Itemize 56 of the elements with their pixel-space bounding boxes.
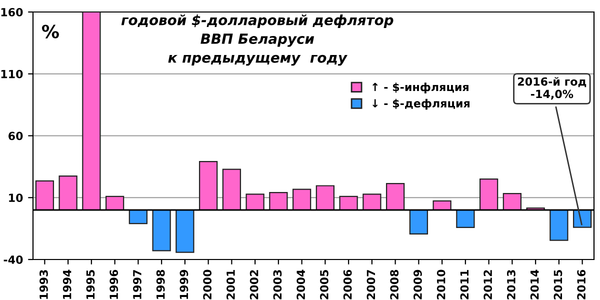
x-tick-label: 2002	[250, 270, 258, 300]
text: годовой $-долларовый дефлятор ВВП Беларуси к предыдущему году	[121, 14, 394, 66]
legend-label: ↓ - $-дефляция	[372, 98, 470, 110]
x-tick-label: 1993	[40, 270, 48, 299]
bar	[246, 194, 264, 211]
bar	[269, 192, 288, 211]
x-tick-label: 2003	[273, 270, 282, 300]
y-tick-label: 10	[9, 194, 23, 202]
x-tick-label: 2012	[484, 270, 492, 300]
x-tick-label: 2007	[366, 270, 376, 300]
x-tick-label: 2010	[436, 270, 446, 300]
x-tick-label: 1997	[133, 270, 142, 299]
x-tick-label: 2016	[577, 270, 586, 300]
bar	[105, 196, 124, 211]
bar	[339, 196, 358, 211]
y-tick-label: 160	[1, 8, 23, 16]
bar	[479, 178, 498, 211]
x-tick-label: 2001	[226, 270, 235, 300]
bar	[456, 209, 475, 228]
bar	[128, 209, 148, 224]
bar	[550, 209, 568, 241]
x-tick-label: 2009	[414, 270, 422, 300]
x-tick-label: 2014	[530, 270, 539, 300]
y-axis-title: %	[42, 24, 59, 38]
bar	[386, 182, 405, 211]
y-tick-label: 60	[8, 132, 23, 140]
x-tick-label: 2000	[203, 270, 212, 300]
x-tick-label: 1996	[110, 270, 118, 299]
x-tick-label: 2015	[554, 270, 562, 300]
bar	[432, 200, 452, 211]
legend-label: ↑ - $-инфляция	[372, 82, 468, 94]
x-tick-label: 2011	[460, 270, 469, 300]
x-tick-label: 2004	[296, 270, 306, 300]
bar	[58, 176, 78, 211]
x-tick-label: 1994	[62, 270, 72, 299]
y-tick-label: -40	[4, 255, 23, 264]
x-tick-label: 2005	[320, 270, 328, 300]
x-tick-label: 1995	[86, 270, 95, 299]
bar	[176, 209, 194, 253]
bar	[292, 188, 312, 211]
x-tick-label: 2013	[507, 270, 516, 300]
bar	[35, 180, 54, 211]
bar	[82, 12, 101, 211]
bar	[409, 209, 428, 234]
bar	[316, 185, 335, 211]
annotation: 2016-й год -14,0%	[518, 77, 586, 100]
bar	[502, 192, 522, 211]
x-tick-label: 1998	[156, 270, 165, 299]
y-tick-label: 110	[1, 70, 23, 78]
bar	[198, 161, 218, 211]
x-tick-label: 2006	[343, 270, 352, 300]
x-tick-label: 2008	[390, 270, 399, 300]
x-tick-label: 1999	[180, 270, 188, 299]
bar	[222, 168, 242, 211]
bar	[152, 209, 171, 252]
bar	[362, 194, 382, 211]
